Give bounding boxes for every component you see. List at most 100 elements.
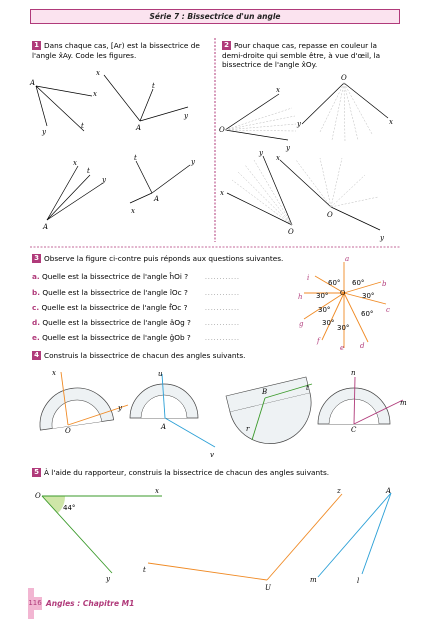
svg-text:l: l [357,577,359,585]
ex3-angle-labels: 60° 60° 30° 30° 30° 60° 30° 30° [316,279,374,332]
svg-text:x: x [96,69,100,77]
page-number: 116 [28,597,42,610]
svg-text:t: t [134,154,137,162]
ex3-star-labels: a b c d e f g h i [298,255,390,352]
svg-text:44°: 44° [63,504,75,512]
svg-text:y: y [190,158,196,166]
svg-text:v: v [210,451,214,459]
svg-text:y: y [285,144,291,152]
question-d: d. Quelle est la bissectrice de l'angle … [32,318,191,327]
svg-text:x: x [131,207,135,215]
svg-text:t: t [306,384,309,392]
ex2-figure-2 [301,82,389,125]
ex1-figure-1-labels: Ax t y [29,79,97,136]
svg-text:x: x [220,189,224,197]
svg-text:60°: 60° [328,279,340,287]
ex4-protractor-2: u v A [129,370,216,459]
svg-text:O: O [341,74,347,82]
svg-text:y: y [183,112,189,120]
svg-text:m: m [310,576,317,584]
svg-text:g: g [299,320,304,328]
svg-text:e: e [340,344,344,352]
svg-text:b: b [382,280,387,288]
svg-text:y: y [117,404,123,412]
svg-text:30°: 30° [318,306,330,314]
svg-text:y: y [105,575,111,583]
ex2-figure-2-labels: Oy x [296,74,393,128]
question-a: a. Quelle est la bissectrice de l'angle … [32,272,189,281]
ex2-figure-4 [279,159,381,231]
svg-text:60°: 60° [361,310,373,318]
svg-text:x: x [93,90,97,98]
page-footer: 116 Angles : Chapitre M1 [0,597,435,619]
ex1-figure-4-labels: t y x A [131,154,196,215]
svg-text:O: O [327,211,333,219]
svg-text:30°: 30° [362,292,374,300]
svg-text:O: O [219,126,225,134]
exercise-2-instruction: 2 Pour chaque cas, repasse en couleur la … [222,41,400,70]
ex1-figure-3-labels: x t y A [42,159,107,231]
question-c: c. Quelle est la bissectrice de l'angle … [32,303,188,312]
question-b: b. Quelle est la bissectrice de l'angle … [32,288,188,297]
svg-text:c: c [386,306,390,314]
answer-blank-b[interactable]: ............ [205,290,240,297]
answer-blank-a[interactable]: ............ [205,274,240,281]
exercise-5-number: 5 [32,468,41,477]
exercise-1-number: 1 [32,41,41,50]
svg-text:A: A [153,195,159,203]
ex2-figure-3-candidates [231,159,293,226]
exercise-3-number: 3 [32,254,41,263]
page-title: Série 7 : Bissectrice d'un angle [30,9,400,24]
ex2-figure-1 [224,93,289,141]
answer-blank-e[interactable]: ............ [205,335,240,342]
ex2-figure-4-labels: x Oy [276,154,385,242]
ex2-figure-4-candidates [295,157,379,208]
svg-text:x: x [389,118,393,126]
svg-text:h: h [298,293,303,301]
svg-text:y: y [379,234,385,242]
svg-text:A: A [385,487,391,495]
ex4-protractor-3: Br t [225,376,313,444]
ex1-figure-3 [46,165,104,221]
ex2-figure-3-labels: x y O [220,149,294,236]
exercise-2-text: Pour chaque cas, repasse en couleur la d… [222,41,381,69]
svg-text:m: m [400,399,407,407]
exercise-4-number: 4 [32,351,41,360]
ex1-figure-2 [103,74,189,122]
svg-text:i: i [307,274,309,282]
svg-text:A: A [135,124,141,132]
exercise-1-instruction: 1 Dans chaque cas, [Ar) est la bissectric… [32,41,210,60]
svg-text:y: y [41,128,47,136]
svg-text:A: A [29,79,35,87]
answer-blank-d[interactable]: ............ [205,320,240,327]
chapter-title: Angles : Chapitre M1 [46,599,135,608]
ex1-figure-2-labels: x t y A [96,69,189,132]
svg-text:A: A [160,423,166,431]
svg-text:a: a [345,255,349,263]
svg-text:x: x [52,369,56,377]
answer-blank-c[interactable]: ............ [205,305,240,312]
question-e: e. Quelle est la bissectrice de l'angle … [32,333,191,342]
exercise-4-instruction: 4 Construis la bissectrice de chacun des … [32,351,392,361]
ex5-angle-1: Ox y 44° [35,487,162,583]
svg-text:30°: 30° [322,319,334,327]
svg-text:z: z [336,487,341,495]
svg-text:O: O [35,492,41,500]
svg-text:u: u [158,370,163,378]
svg-text:x: x [73,159,77,167]
ex4-protractor-1: x y O [39,369,129,435]
svg-text:U: U [265,584,272,592]
ex2-figure-1-labels: Ox y [219,86,291,152]
exercise-1-text: Dans chaque cas, [Ar) est la bissectrice… [32,41,200,60]
svg-text:d: d [360,342,365,350]
exercise-5-text: À l'aide du rapporteur, construis la bis… [44,468,330,477]
svg-text:t: t [143,566,146,574]
svg-text:O: O [288,228,294,236]
svg-text:y: y [101,176,107,184]
svg-text:30°: 30° [337,324,349,332]
ex1-figure-1 [35,85,93,132]
svg-text:A: A [42,223,48,231]
